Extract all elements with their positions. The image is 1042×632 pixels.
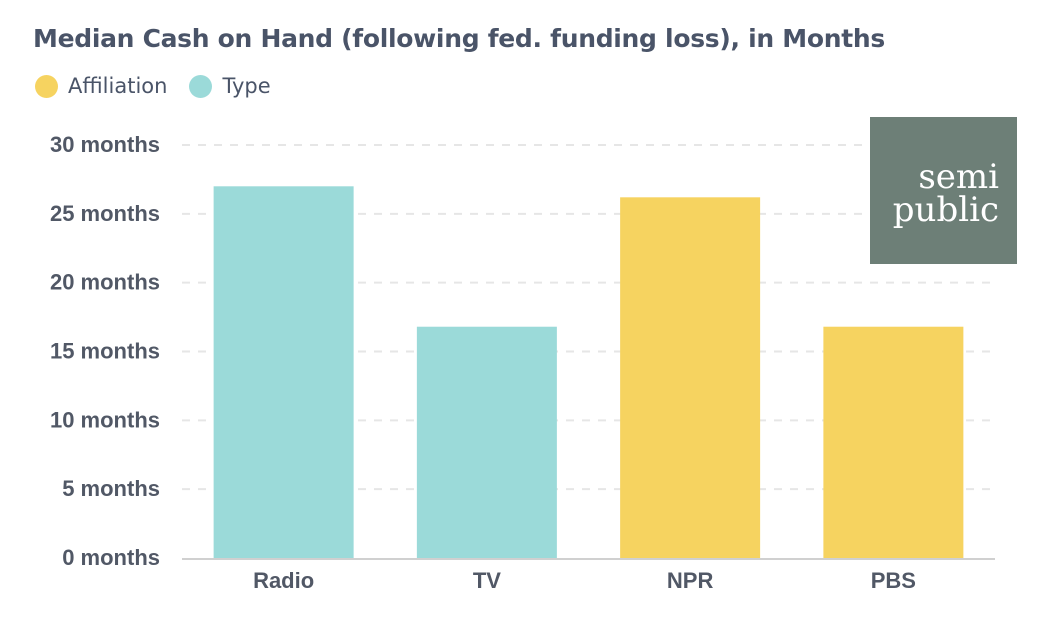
bar-tv xyxy=(416,326,557,558)
legend-label-affiliation: Affiliation xyxy=(68,74,168,98)
chart-title: Median Cash on Hand (following fed. fund… xyxy=(33,24,885,53)
y-tick-label: 0 months xyxy=(62,545,160,570)
x-tick-label: Radio xyxy=(253,568,314,593)
logo-line1: semi xyxy=(918,157,999,197)
legend-item-type[interactable]: Type xyxy=(189,74,271,98)
bar-pbs xyxy=(823,326,964,558)
y-tick-label: 15 months xyxy=(50,339,160,364)
legend-item-affiliation[interactable]: Affiliation xyxy=(35,74,167,98)
y-tick-label: 20 months xyxy=(50,270,160,295)
semipublic-logo: semi public xyxy=(870,117,1017,264)
legend-swatch-affiliation xyxy=(35,74,58,98)
y-tick-label: 10 months xyxy=(50,407,160,432)
logo-line2: public xyxy=(892,190,999,230)
bar-npr xyxy=(620,197,761,558)
y-tick-label: 30 months xyxy=(50,132,160,157)
legend-label-type: Type xyxy=(222,74,271,98)
legend: Affiliation Type xyxy=(35,74,293,98)
x-tick-label: PBS xyxy=(871,568,916,593)
x-tick-label: NPR xyxy=(667,568,714,593)
y-tick-label: 25 months xyxy=(50,201,160,226)
bar-radio xyxy=(213,186,354,559)
y-tick-label: 5 months xyxy=(62,476,160,501)
legend-swatch-type xyxy=(189,74,213,98)
x-tick-label: TV xyxy=(473,568,501,593)
